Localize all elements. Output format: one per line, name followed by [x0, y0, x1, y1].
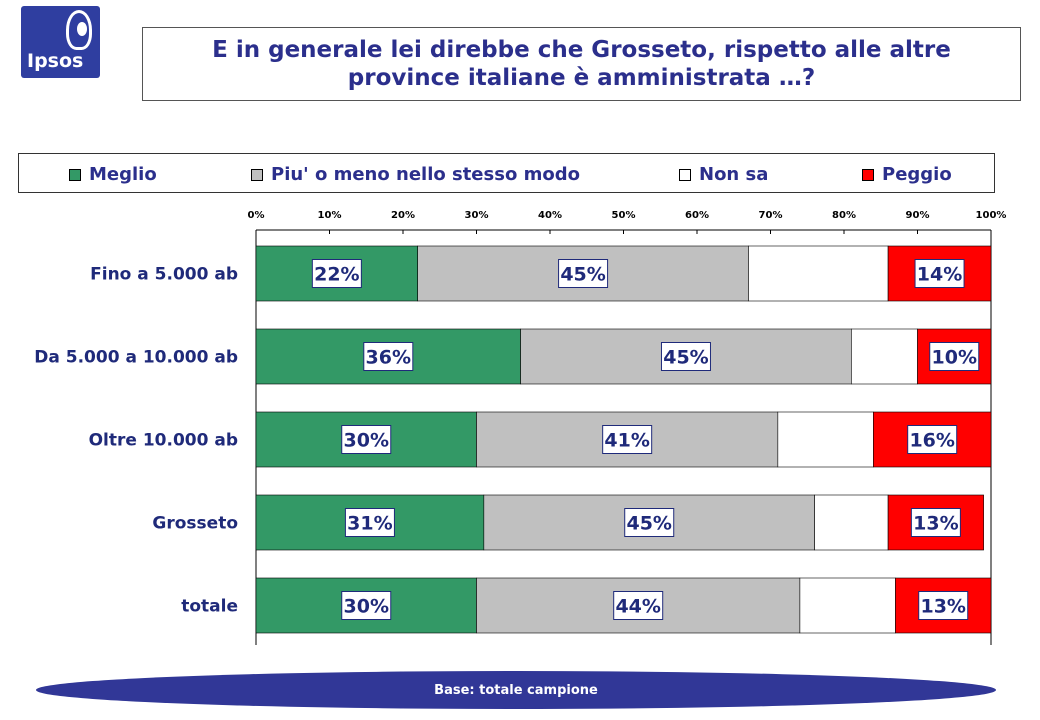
data-label-box: [341, 425, 392, 454]
data-label: 36%: [366, 347, 411, 369]
data-label-box: [311, 259, 362, 288]
category-label: Fino a 5.000 ab: [90, 265, 238, 285]
title-box: E in generale lei direbbe che Grosseto, …: [142, 27, 1021, 101]
head-profile-icon: [66, 10, 92, 50]
x-tick-label: 0%: [248, 210, 265, 221]
x-tick-label: 100%: [976, 210, 1007, 221]
data-label: 45%: [663, 347, 708, 369]
x-tick-label: 50%: [612, 210, 636, 221]
data-label-box: [910, 508, 961, 537]
footer-banner: Base: totale campione: [36, 671, 996, 709]
x-tick-label: 70%: [759, 210, 783, 221]
x-tick-label: 10%: [318, 210, 342, 221]
data-label-box: [344, 508, 395, 537]
x-tick-label: 90%: [906, 210, 930, 221]
data-label: 31%: [347, 513, 392, 535]
legend-label-non-sa: Non sa: [699, 164, 769, 185]
legend-item-non-sa: Non sa: [679, 164, 768, 185]
data-label-box: [613, 591, 664, 620]
data-label-box: [907, 425, 958, 454]
category-label: Grosseto: [152, 514, 238, 534]
data-label: 13%: [920, 596, 965, 618]
legend-item-peggio: Peggio: [862, 164, 952, 185]
category-label: Oltre 10.000 ab: [89, 431, 238, 451]
bar-meglio: [255, 411, 477, 468]
data-label: 30%: [344, 430, 389, 452]
data-label: 44%: [615, 596, 660, 618]
data-label-box: [929, 342, 980, 371]
data-label: 45%: [626, 513, 671, 535]
bar-non-sa: [799, 577, 896, 634]
footer-text: Base: totale campione: [434, 682, 598, 698]
data-label: 16%: [909, 430, 954, 452]
legend-swatch-peggio: [862, 168, 874, 181]
ipsos-logo: Ipsos: [21, 6, 100, 78]
legend-item-piu-o-meno: Piu' o meno nello stesso modo: [251, 164, 580, 185]
data-label: 30%: [344, 596, 389, 618]
data-label-box: [602, 425, 653, 454]
category-label: totale: [181, 597, 238, 617]
x-tick-label: 80%: [832, 210, 856, 221]
bar-non-sa: [777, 411, 874, 468]
chart-legend: Meglio Piu' o meno nello stesso modo Non…: [18, 153, 995, 193]
data-label: 13%: [913, 513, 958, 535]
bar-non-sa: [814, 494, 889, 551]
legend-label-piu-o-meno: Piu' o meno nello stesso modo: [271, 164, 580, 185]
logo-text: Ipsos: [27, 50, 84, 72]
category-label: Da 5.000 a 10.000 ab: [34, 348, 238, 368]
data-label-box: [624, 508, 675, 537]
data-label: 10%: [932, 347, 977, 369]
data-label-box: [558, 259, 609, 288]
stacked-bar-chart: 0% 10% 20% 30% 40% 50% 60% 70% 80% 90% 100% Fino a …: [34, 210, 1007, 645]
legend-item-meglio: Meglio: [69, 164, 157, 185]
data-label-box: [341, 591, 392, 620]
data-label-box: [914, 259, 965, 288]
x-tick-label: 60%: [685, 210, 709, 221]
legend-swatch-non-sa: [679, 168, 691, 181]
legend-swatch-piu-o-meno: [251, 168, 263, 181]
data-label: 22%: [314, 264, 359, 286]
title-line-1: E in generale lei direbbe che Grosseto, …: [212, 37, 951, 63]
x-tick-label: 30%: [465, 210, 489, 221]
data-label-box: [918, 591, 969, 620]
bar-non-sa: [748, 245, 889, 302]
data-label: 45%: [560, 264, 605, 286]
title-line-2: province italiane è amministrata …?: [347, 65, 816, 91]
x-tick-label: 40%: [538, 210, 562, 221]
legend-swatch-meglio: [69, 168, 81, 181]
x-tick-label: 20%: [391, 210, 415, 221]
legend-label-meglio: Meglio: [89, 164, 157, 185]
data-label-box: [363, 342, 414, 371]
bar-non-sa: [851, 328, 918, 385]
data-label: 14%: [917, 264, 962, 286]
data-label: 41%: [604, 430, 649, 452]
legend-label-peggio: Peggio: [882, 164, 952, 185]
data-label-box: [660, 342, 711, 371]
page-title: E in generale lei direbbe che Grosseto, …: [212, 36, 951, 92]
